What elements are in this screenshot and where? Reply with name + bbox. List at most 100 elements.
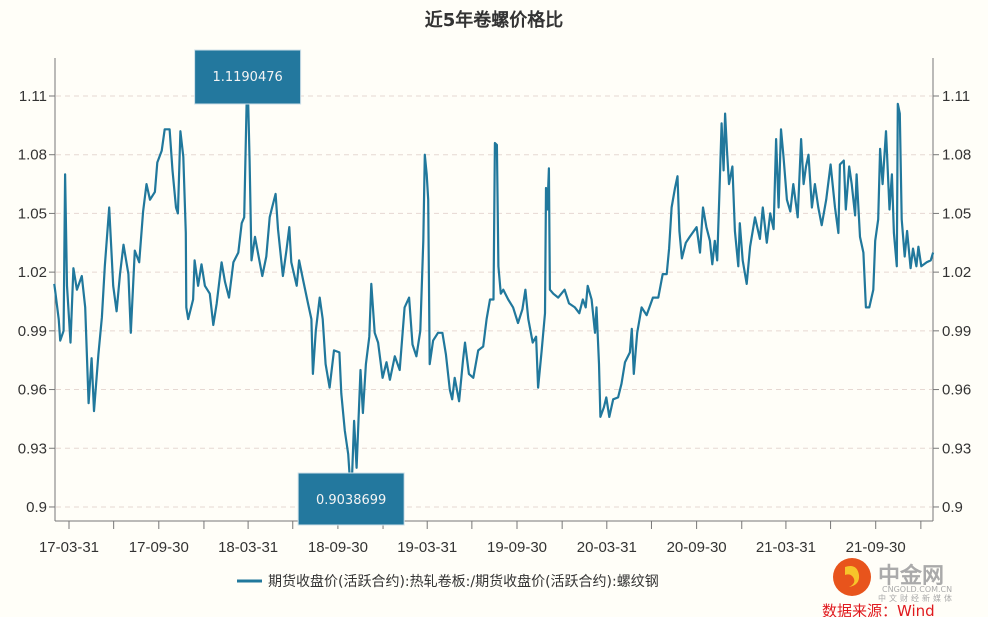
data-point	[347, 453, 350, 456]
data-point	[665, 273, 668, 276]
data-point	[586, 284, 589, 287]
data-point	[97, 353, 100, 356]
legend[interactable]: 期货收盘价(活跃合约):热轧卷板:/期货收盘价(活跃合约):螺纹钢	[237, 573, 659, 590]
data-point	[920, 265, 923, 268]
data-point	[597, 363, 600, 366]
data-point	[862, 251, 865, 254]
data-point	[722, 169, 725, 172]
data-point	[408, 296, 411, 299]
data-point	[543, 312, 546, 315]
data-point	[485, 318, 488, 321]
data-point	[160, 149, 163, 152]
data-point	[419, 329, 422, 332]
data-point	[427, 198, 430, 201]
x-ticks: 17-03-31 17-09-30 18-03-31 18-09-30 19-03-31…	[39, 521, 922, 556]
y-tick-label-right: 1.08	[942, 147, 971, 164]
data-point	[240, 222, 243, 225]
data-point	[890, 173, 893, 176]
data-point	[381, 376, 384, 379]
data-point	[552, 292, 555, 295]
data-point	[753, 216, 756, 219]
y-tick-label-right: 0.99	[942, 323, 971, 340]
data-point	[310, 318, 313, 321]
data-point	[527, 318, 530, 321]
series-layer	[53, 77, 935, 501]
data-point	[817, 206, 820, 209]
data-point	[163, 128, 166, 131]
y-tick-label-right: 1.05	[942, 205, 971, 222]
data-point	[864, 306, 867, 309]
data-point	[594, 331, 597, 334]
data-point	[645, 314, 648, 317]
data-point	[492, 298, 495, 301]
data-point	[684, 241, 687, 244]
x-tick-label: 19-03-31	[397, 539, 457, 556]
data-point	[915, 265, 918, 268]
data-point	[174, 206, 177, 209]
data-point	[711, 263, 714, 266]
data-point	[895, 265, 898, 268]
legend-label: 期货收盘价(活跃合约):热轧卷板:/期货收盘价(活跃合约):螺纹钢	[268, 573, 659, 590]
data-point	[332, 349, 335, 352]
data-point	[411, 343, 414, 346]
data-point	[724, 112, 727, 115]
y-tick-label-left: 0.9	[26, 499, 47, 516]
data-point	[458, 400, 461, 403]
data-point	[859, 235, 862, 238]
data-point	[224, 280, 227, 283]
data-point	[789, 210, 792, 213]
data-point	[203, 284, 206, 287]
data-point	[872, 288, 875, 291]
data-point	[361, 412, 364, 415]
data-point	[676, 175, 679, 178]
data-point	[119, 273, 122, 276]
data-point	[295, 284, 298, 287]
data-point	[780, 128, 783, 131]
data-point	[578, 312, 581, 315]
data-point	[602, 406, 605, 409]
data-point	[792, 183, 795, 186]
data-point	[302, 278, 305, 281]
data-point	[261, 275, 264, 278]
x-tick-label: 21-03-31	[756, 539, 816, 556]
data-point	[250, 259, 253, 262]
data-point	[53, 282, 56, 285]
data-point	[581, 298, 584, 301]
data-point	[802, 183, 805, 186]
data-point	[364, 363, 367, 366]
data-point	[701, 206, 704, 209]
data-point	[462, 359, 465, 362]
data-point	[628, 351, 631, 354]
data-point	[524, 288, 527, 291]
data-point	[385, 361, 388, 364]
data-point	[903, 255, 906, 258]
data-point	[785, 198, 788, 201]
data-point	[248, 159, 251, 162]
data-point	[651, 296, 654, 299]
y-tick-label-right: 0.9	[942, 499, 963, 516]
data-point	[590, 298, 593, 301]
data-point	[546, 208, 549, 211]
data-point	[499, 292, 502, 295]
min-value-label-box	[297, 472, 405, 526]
data-point	[521, 308, 524, 311]
data-point	[898, 112, 901, 115]
gridlines	[56, 95, 932, 508]
y-tick-label-left: 1.05	[18, 205, 47, 222]
data-point	[138, 261, 141, 264]
data-point	[888, 208, 891, 211]
data-point	[184, 231, 187, 234]
data-point	[62, 329, 65, 332]
data-point	[80, 275, 83, 278]
y-tick-label-left: 1.08	[18, 147, 47, 164]
data-point	[796, 216, 799, 219]
data-point	[415, 355, 418, 358]
data-point	[716, 259, 719, 262]
data-point	[153, 190, 156, 193]
data-point	[422, 239, 425, 242]
data-point	[187, 318, 190, 321]
x-tick-label: 18-09-30	[308, 539, 368, 556]
data-point	[311, 372, 314, 375]
data-point	[193, 259, 196, 262]
